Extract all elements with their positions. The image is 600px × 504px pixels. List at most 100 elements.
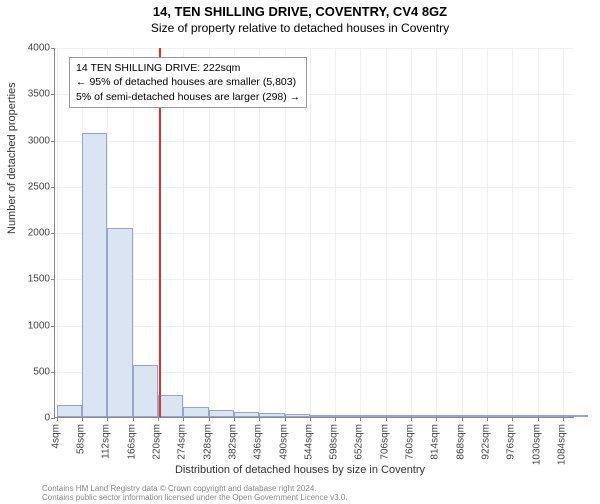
ytick-label: 1000 bbox=[10, 320, 50, 331]
gridline-v bbox=[512, 48, 513, 417]
xtick-label: 220sqm bbox=[152, 424, 163, 460]
xtick-label: 868sqm bbox=[455, 424, 466, 460]
annotation-line-2: 5% of semi-detached houses are larger (2… bbox=[76, 90, 300, 104]
ytick-label: 3000 bbox=[10, 135, 50, 146]
xtick-mark bbox=[158, 417, 159, 421]
annotation-line-0: 14 TEN SHILLING DRIVE: 222sqm bbox=[76, 61, 300, 75]
x-axis-label: Distribution of detached houses by size … bbox=[0, 464, 600, 476]
histogram-bar bbox=[285, 414, 310, 417]
page-subtitle: Size of property relative to detached ho… bbox=[0, 21, 600, 35]
xtick-label: 328sqm bbox=[202, 424, 213, 460]
gridline-v bbox=[335, 48, 336, 417]
xtick-mark bbox=[563, 417, 564, 421]
histogram-bar bbox=[133, 365, 158, 417]
histogram-bar bbox=[462, 415, 487, 417]
xtick-mark bbox=[234, 417, 235, 421]
xtick-label: 112sqm bbox=[101, 424, 112, 459]
xtick-label: 598sqm bbox=[329, 424, 340, 460]
footer-attribution: Contains HM Land Registry data © Crown c… bbox=[42, 484, 348, 502]
xtick-label: 1030sqm bbox=[531, 424, 542, 465]
xtick-mark bbox=[259, 417, 260, 421]
histogram-bar bbox=[386, 415, 411, 417]
xtick-mark bbox=[82, 417, 83, 421]
histogram-bar bbox=[82, 133, 107, 417]
ytick-mark bbox=[51, 372, 55, 373]
xtick-mark bbox=[462, 417, 463, 421]
histogram-bar bbox=[538, 415, 563, 417]
gridline-v bbox=[487, 48, 488, 417]
xtick-mark bbox=[538, 417, 539, 421]
page-title: 14, TEN SHILLING DRIVE, COVENTRY, CV4 8G… bbox=[0, 4, 600, 19]
xtick-label: 4sqm bbox=[50, 424, 61, 448]
xtick-label: 274sqm bbox=[177, 424, 188, 460]
plot-area: 14 TEN SHILLING DRIVE: 222sqm← 95% of de… bbox=[54, 48, 574, 418]
ytick-mark bbox=[51, 141, 55, 142]
histogram-bar bbox=[209, 410, 234, 417]
xtick-mark bbox=[209, 417, 210, 421]
footer-line-2: Contains public sector information licen… bbox=[42, 493, 348, 502]
histogram-bar bbox=[259, 413, 284, 417]
xtick-mark bbox=[310, 417, 311, 421]
xtick-label: 814sqm bbox=[430, 424, 441, 460]
histogram-bar bbox=[158, 395, 183, 417]
histogram-bar bbox=[512, 415, 537, 417]
histogram-bar bbox=[107, 228, 132, 417]
xtick-mark bbox=[386, 417, 387, 421]
annotation-line-1: ← 95% of detached houses are smaller (5,… bbox=[76, 75, 300, 89]
xtick-mark bbox=[487, 417, 488, 421]
histogram-bar bbox=[57, 405, 82, 417]
xtick-label: 652sqm bbox=[354, 424, 365, 460]
histogram-bar bbox=[234, 412, 259, 417]
xtick-label: 1084sqm bbox=[556, 424, 567, 465]
histogram-bar bbox=[411, 415, 436, 417]
xtick-mark bbox=[436, 417, 437, 421]
ytick-label: 2500 bbox=[10, 181, 50, 192]
footer-line-1: Contains HM Land Registry data © Crown c… bbox=[42, 484, 348, 493]
xtick-mark bbox=[285, 417, 286, 421]
ytick-label: 2000 bbox=[10, 228, 50, 239]
xtick-label: 490sqm bbox=[278, 424, 289, 460]
xtick-mark bbox=[107, 417, 108, 421]
xtick-label: 760sqm bbox=[405, 424, 416, 460]
ytick-label: 3500 bbox=[10, 89, 50, 100]
histogram-bar bbox=[360, 415, 385, 417]
xtick-mark bbox=[360, 417, 361, 421]
xtick-label: 58sqm bbox=[76, 424, 87, 454]
xtick-label: 976sqm bbox=[506, 424, 517, 460]
xtick-mark bbox=[411, 417, 412, 421]
gridline-v bbox=[57, 48, 58, 417]
xtick-label: 166sqm bbox=[126, 424, 137, 460]
ytick-mark bbox=[51, 94, 55, 95]
ytick-label: 4000 bbox=[10, 43, 50, 54]
ytick-label: 1500 bbox=[10, 274, 50, 285]
y-axis-label: Number of detached properties bbox=[6, 82, 18, 234]
ytick-mark bbox=[51, 418, 55, 419]
annotation-box: 14 TEN SHILLING DRIVE: 222sqm← 95% of de… bbox=[69, 57, 307, 108]
xtick-label: 436sqm bbox=[253, 424, 264, 460]
ytick-mark bbox=[51, 326, 55, 327]
xtick-mark bbox=[512, 417, 513, 421]
xtick-label: 922sqm bbox=[480, 424, 491, 460]
histogram-bar bbox=[310, 415, 335, 417]
xtick-mark bbox=[335, 417, 336, 421]
xtick-label: 544sqm bbox=[303, 424, 314, 460]
ytick-label: 500 bbox=[10, 366, 50, 377]
histogram-bar bbox=[183, 407, 208, 417]
gridline-v bbox=[563, 48, 564, 417]
gridline-v bbox=[462, 48, 463, 417]
gridline-v bbox=[360, 48, 361, 417]
xtick-label: 382sqm bbox=[227, 424, 238, 460]
ytick-mark bbox=[51, 48, 55, 49]
chart-area: 14 TEN SHILLING DRIVE: 222sqm← 95% of de… bbox=[54, 48, 574, 418]
gridline-v bbox=[436, 48, 437, 417]
ytick-mark bbox=[51, 187, 55, 188]
histogram-bar bbox=[335, 415, 360, 417]
xtick-label: 706sqm bbox=[379, 424, 390, 460]
xtick-mark bbox=[57, 417, 58, 421]
histogram-bar bbox=[563, 415, 588, 417]
gridline-v bbox=[310, 48, 311, 417]
ytick-mark bbox=[51, 279, 55, 280]
xtick-mark bbox=[133, 417, 134, 421]
gridline-v bbox=[386, 48, 387, 417]
ytick-label: 0 bbox=[10, 413, 50, 424]
